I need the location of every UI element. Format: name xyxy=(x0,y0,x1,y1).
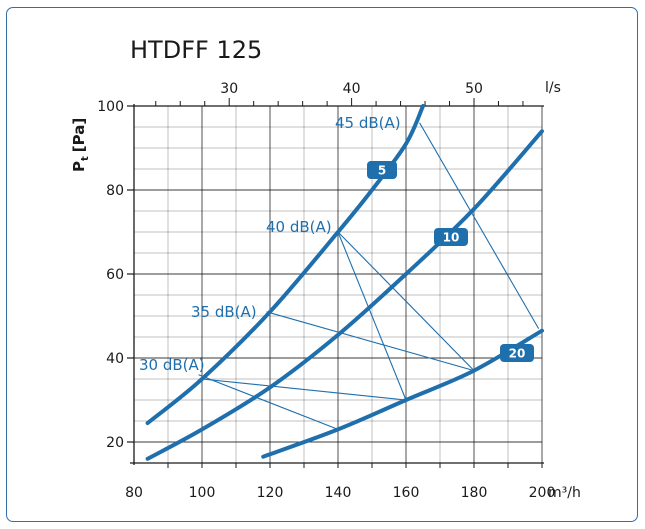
x-tick-label: 160 xyxy=(393,485,420,501)
noise-line xyxy=(419,122,540,329)
noise-line xyxy=(198,374,339,430)
chart-title: HTDFF 125 xyxy=(130,36,262,64)
y-axis-label-main: P xyxy=(70,161,88,172)
noise-label: 35 dB(A) xyxy=(191,303,257,321)
x2-tick-label: 50 xyxy=(465,81,483,97)
grid xyxy=(127,98,544,468)
tick-labels: 80 100 120 140 160 180 200 20 40 60 80 100 30 40 50 xyxy=(97,81,555,501)
noise-line xyxy=(266,311,475,372)
y-axis-label-unit: [Pa] xyxy=(70,118,88,152)
curve-5 xyxy=(145,104,425,426)
x-axis-unit: m³/h xyxy=(548,485,581,501)
x-tick-label: 80 xyxy=(125,485,143,501)
x-tick-label: 200 xyxy=(529,485,556,501)
curve-10 xyxy=(145,129,544,461)
noise-line xyxy=(337,231,407,401)
y-tick-label: 100 xyxy=(97,99,124,115)
noise-label: 45 dB(A) xyxy=(335,114,401,132)
noise-lines xyxy=(198,122,540,430)
y-tick-label: 40 xyxy=(106,351,124,367)
x2-tick-label: 40 xyxy=(343,81,361,97)
curve-badge-10 xyxy=(434,228,468,246)
y-tick-label: 60 xyxy=(106,267,124,283)
curves xyxy=(145,104,544,461)
annotations: 30 dB(A) 35 dB(A) 40 dB(A) 45 dB(A) 5 10 20 xyxy=(139,114,534,374)
curve-badge-20 xyxy=(500,344,534,362)
curve-badge-label: 10 xyxy=(443,231,460,245)
noise-line xyxy=(337,231,475,371)
x-tick-label: 140 xyxy=(325,485,352,501)
x-tick-label: 120 xyxy=(257,485,284,501)
curve-badge-5 xyxy=(367,161,397,179)
y-tick-label: 80 xyxy=(106,183,124,199)
noise-line xyxy=(201,378,407,401)
y-tick-label: 20 xyxy=(106,435,124,451)
x2-tick-label: 30 xyxy=(220,81,238,97)
y-axis-label-sub: t xyxy=(80,156,91,161)
noise-label: 30 dB(A) xyxy=(139,356,205,374)
x-tick-label: 100 xyxy=(189,485,216,501)
x2-axis-unit: l/s xyxy=(545,80,561,96)
noise-label: 40 dB(A) xyxy=(266,218,332,236)
curve-badge-label: 5 xyxy=(378,164,386,178)
curve-badge-label: 20 xyxy=(509,347,526,361)
x-tick-label: 180 xyxy=(461,485,488,501)
curve-20 xyxy=(261,328,544,459)
y-axis-label: Pt [Pa] xyxy=(70,118,91,172)
